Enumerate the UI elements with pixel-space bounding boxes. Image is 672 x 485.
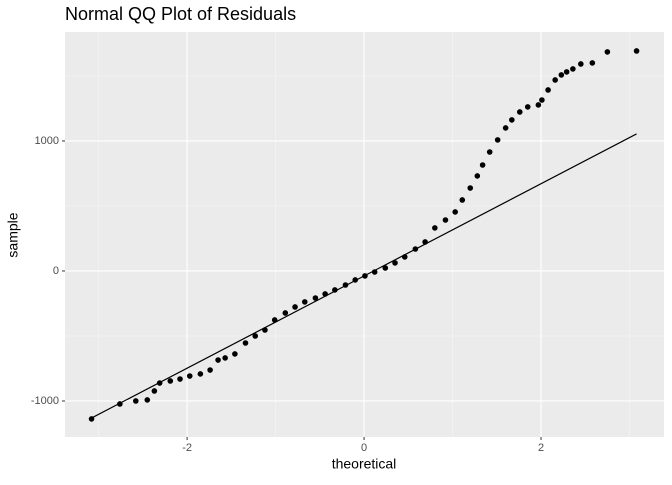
point: [432, 225, 438, 231]
point: [452, 209, 458, 215]
chart-title: Normal QQ Plot of Residuals: [65, 4, 296, 24]
point: [282, 310, 289, 316]
point: [459, 197, 466, 203]
point: [552, 77, 558, 83]
point: [301, 299, 308, 305]
point: [524, 104, 531, 110]
point: [242, 340, 249, 346]
x-tick-label: 2: [538, 442, 544, 454]
point: [392, 260, 398, 266]
point: [382, 265, 389, 271]
point: [633, 48, 640, 54]
point: [467, 185, 474, 191]
point: [474, 173, 481, 179]
x-tick-label: 0: [361, 442, 367, 454]
point: [486, 149, 493, 155]
y-tick-label: -1000: [31, 395, 59, 407]
point: [167, 378, 174, 384]
point: [312, 295, 319, 301]
point: [177, 376, 183, 382]
point: [186, 373, 193, 379]
point: [207, 367, 213, 373]
reference-line: [89, 133, 637, 420]
point: [604, 49, 611, 55]
point: [563, 69, 570, 75]
point: [292, 304, 298, 310]
point: [589, 60, 596, 66]
x-tick-label: -2: [182, 442, 192, 454]
point: [570, 66, 576, 72]
point: [509, 117, 515, 123]
point: [197, 371, 204, 377]
point: [151, 388, 158, 394]
point: [479, 162, 486, 168]
point: [222, 355, 228, 361]
point: [578, 61, 584, 67]
point: [535, 102, 542, 108]
point: [232, 351, 238, 357]
point: [516, 109, 523, 115]
point: [442, 217, 449, 223]
point: [215, 357, 221, 363]
x-axis-label: theoretical: [332, 456, 397, 472]
point: [132, 398, 139, 404]
y-axis-label: sample: [5, 212, 21, 257]
point: [545, 87, 551, 93]
point: [494, 137, 501, 143]
point: [144, 397, 151, 403]
point: [502, 125, 509, 131]
y-tick-label: 0: [53, 265, 59, 277]
point: [539, 97, 545, 103]
point: [252, 333, 259, 339]
y-tick-label: 1000: [35, 135, 59, 147]
point: [558, 72, 565, 78]
